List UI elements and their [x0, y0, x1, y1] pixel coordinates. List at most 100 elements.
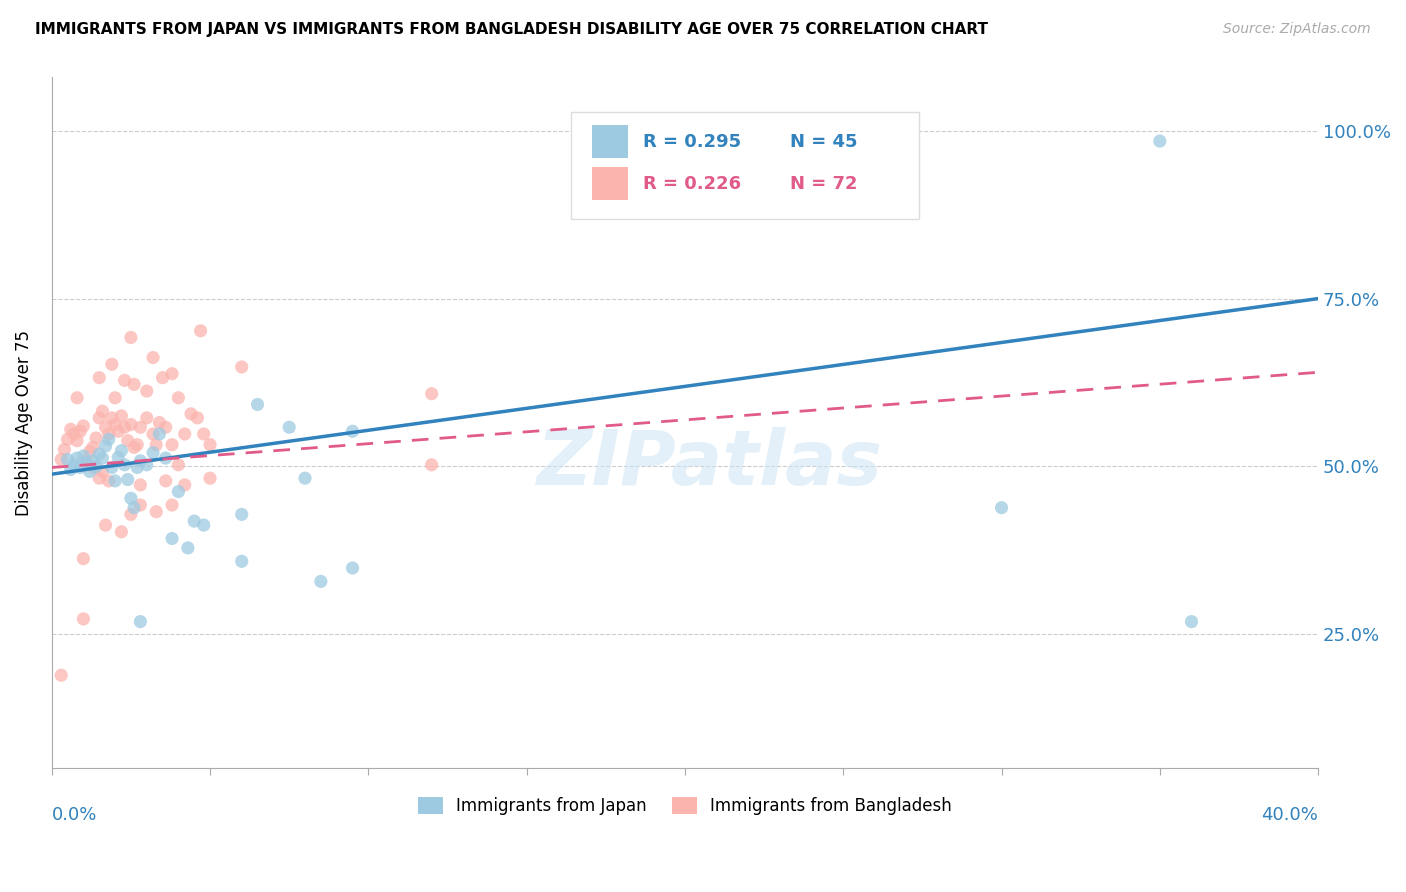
Point	[231, 359, 253, 374]
Point	[990, 500, 1012, 515]
Point	[107, 450, 129, 465]
Point	[148, 416, 170, 430]
Point	[104, 474, 127, 488]
Point	[110, 524, 132, 539]
Point	[120, 508, 142, 522]
Point	[72, 612, 94, 626]
Point	[198, 438, 221, 452]
Point	[896, 134, 918, 148]
Text: 40.0%: 40.0%	[1261, 805, 1319, 823]
Point	[69, 425, 91, 439]
Point	[66, 451, 89, 466]
Point	[84, 459, 107, 474]
Point	[91, 404, 114, 418]
Point	[53, 442, 76, 457]
Point	[145, 438, 167, 452]
Point	[129, 454, 152, 468]
Text: IMMIGRANTS FROM JAPAN VS IMMIGRANTS FROM BANGLADESH DISABILITY AGE OVER 75 CORRE: IMMIGRANTS FROM JAPAN VS IMMIGRANTS FROM…	[35, 22, 988, 37]
Point	[97, 427, 120, 442]
Point	[63, 427, 86, 442]
Point	[180, 407, 202, 421]
Point	[152, 370, 174, 384]
Point	[186, 410, 208, 425]
Point	[94, 420, 117, 434]
Point	[173, 478, 195, 492]
Point	[127, 460, 149, 475]
Point	[101, 410, 124, 425]
Point	[155, 474, 177, 488]
Point	[120, 491, 142, 506]
Point	[420, 458, 443, 472]
Point	[193, 427, 215, 442]
Point	[129, 420, 152, 434]
Point	[59, 462, 82, 476]
Point	[183, 514, 205, 528]
Y-axis label: Disability Age Over 75: Disability Age Over 75	[15, 329, 32, 516]
Point	[122, 377, 145, 392]
Point	[1180, 615, 1202, 629]
Point	[72, 449, 94, 463]
Point	[107, 425, 129, 439]
Point	[51, 452, 73, 467]
Point	[66, 391, 89, 405]
Point	[160, 532, 183, 546]
Point	[104, 417, 127, 432]
Point	[79, 444, 101, 458]
Point	[89, 370, 111, 384]
Point	[127, 438, 149, 452]
Point	[101, 460, 124, 475]
Point	[69, 460, 91, 475]
Point	[89, 471, 111, 485]
Point	[110, 409, 132, 423]
Point	[122, 500, 145, 515]
Point	[167, 484, 190, 499]
Point	[148, 427, 170, 442]
Point	[76, 456, 98, 470]
Point	[76, 454, 98, 468]
Point	[142, 351, 165, 365]
Point	[142, 446, 165, 460]
Point	[91, 451, 114, 466]
Point	[94, 518, 117, 533]
Point	[97, 433, 120, 447]
Point	[294, 471, 316, 485]
Point	[84, 431, 107, 445]
Point	[63, 458, 86, 472]
Point	[231, 508, 253, 522]
Point	[110, 443, 132, 458]
Point	[56, 433, 79, 447]
FancyBboxPatch shape	[571, 112, 920, 219]
Point	[198, 471, 221, 485]
Point	[1149, 134, 1171, 148]
Text: Source: ZipAtlas.com: Source: ZipAtlas.com	[1223, 22, 1371, 37]
Point	[114, 373, 136, 387]
Point	[155, 420, 177, 434]
Point	[82, 454, 104, 468]
Text: N = 45: N = 45	[790, 133, 858, 151]
Point	[82, 441, 104, 455]
Point	[342, 425, 364, 439]
Point	[135, 384, 157, 398]
Point	[89, 410, 111, 425]
Point	[129, 498, 152, 512]
Point	[160, 498, 183, 512]
Point	[135, 458, 157, 472]
Point	[104, 391, 127, 405]
Point	[51, 668, 73, 682]
Point	[89, 447, 111, 461]
Point	[135, 410, 157, 425]
Point	[643, 134, 665, 148]
Point	[117, 473, 139, 487]
Point	[145, 505, 167, 519]
Point	[114, 420, 136, 434]
Point	[142, 427, 165, 442]
Point	[167, 458, 190, 472]
FancyBboxPatch shape	[592, 167, 628, 201]
Point	[173, 427, 195, 442]
Point	[120, 330, 142, 344]
Point	[167, 391, 190, 405]
Point	[59, 422, 82, 436]
Legend: Immigrants from Japan, Immigrants from Bangladesh: Immigrants from Japan, Immigrants from B…	[412, 790, 959, 822]
Point	[79, 465, 101, 479]
Point	[342, 561, 364, 575]
